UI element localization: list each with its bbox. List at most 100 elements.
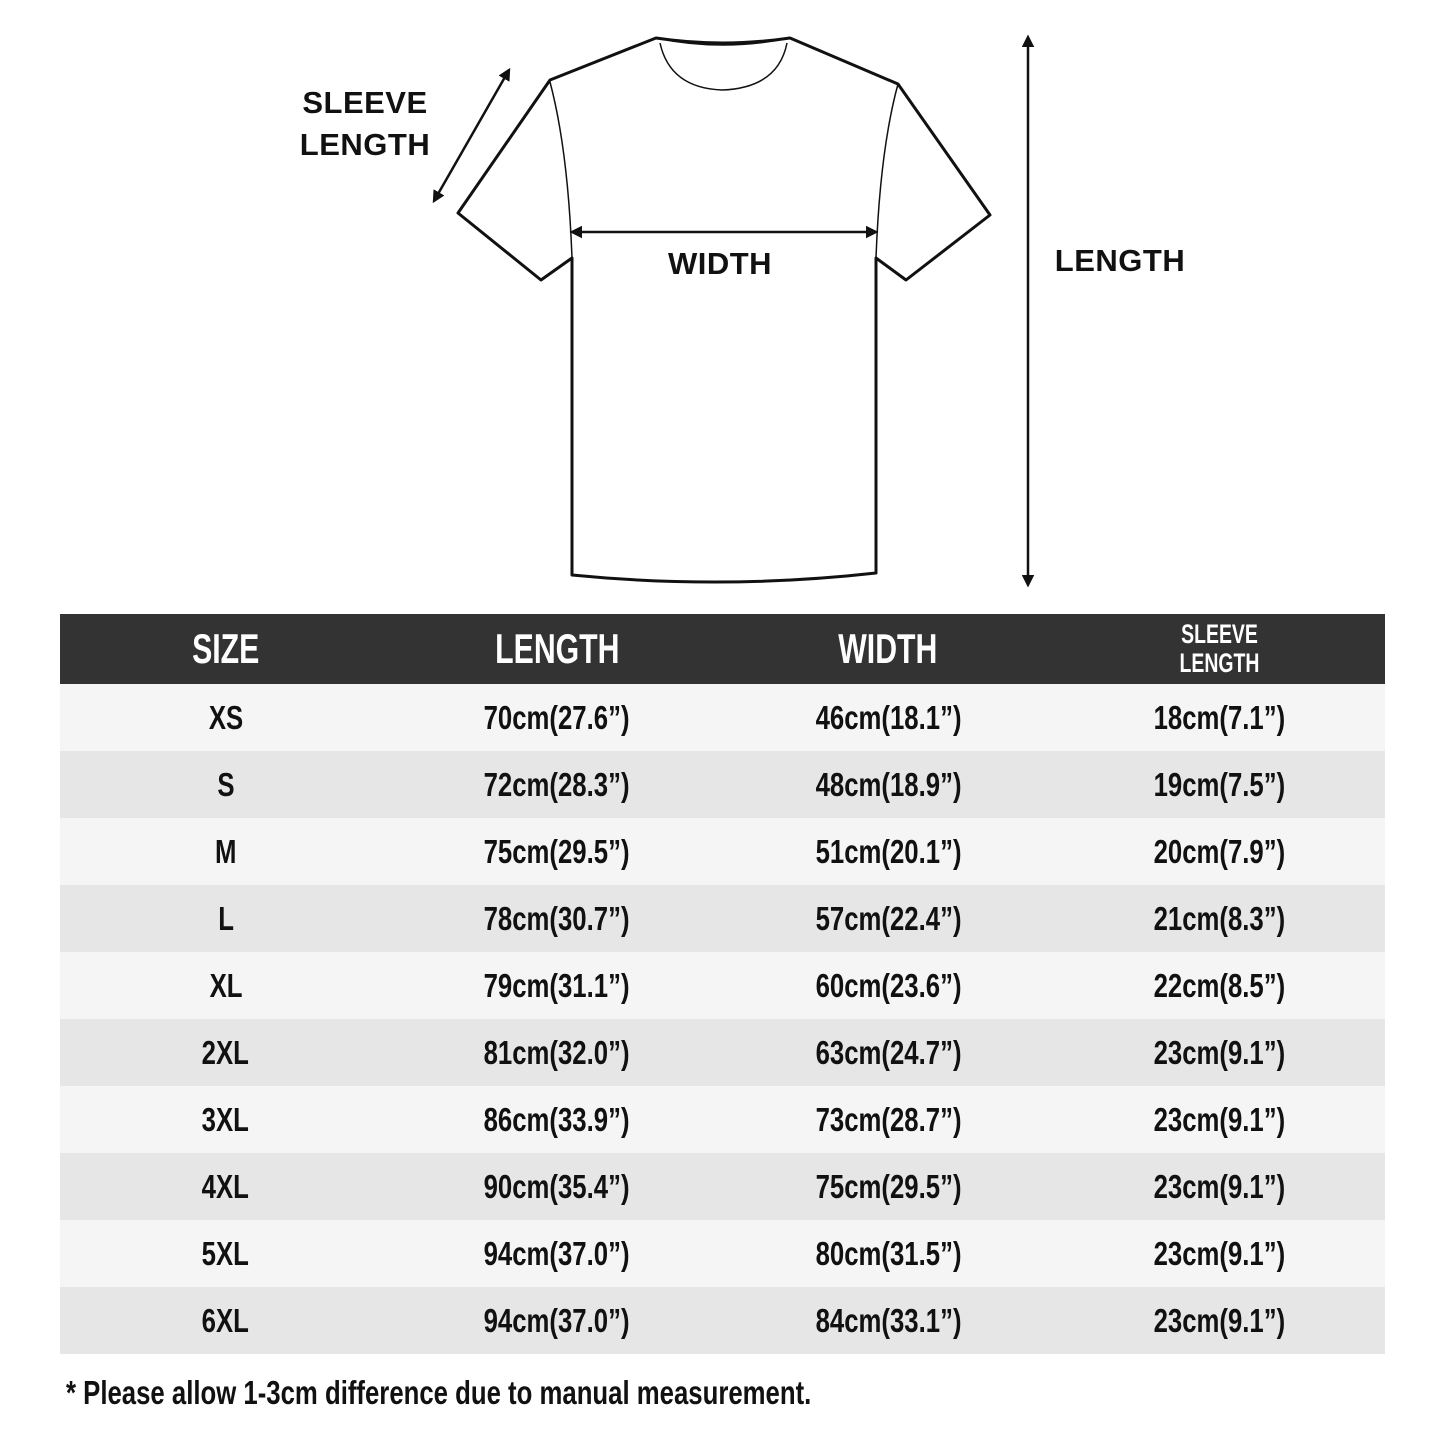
sleeve-length-cell: 23cm(9.1”)	[1054, 1034, 1385, 1072]
cell-text: 75cm(29.5”)	[815, 1167, 962, 1205]
table-row: 5XL 94cm(37.0”) 80cm(31.5”) 23cm(9.1”)	[60, 1220, 1385, 1287]
cell-text: 72cm(28.3”)	[483, 765, 630, 803]
cell-text: 21cm(8.3”)	[1153, 899, 1286, 937]
sleeve-length-cell: 20cm(7.9”)	[1054, 833, 1385, 871]
cell-text: 60cm(23.6”)	[815, 966, 962, 1004]
size-cell: 3XL	[60, 1101, 391, 1139]
width-cell: 80cm(31.5”)	[723, 1235, 1054, 1273]
header-text: SIZE	[192, 625, 260, 672]
cell-text: 46cm(18.1”)	[815, 698, 962, 736]
header-text: SLEEVE LENGTH	[1179, 620, 1259, 678]
sleeve-arrow	[432, 67, 511, 204]
measurement-note: * Please allow 1-3cm difference due to m…	[66, 1374, 812, 1411]
cell-text: 73cm(28.7”)	[815, 1100, 962, 1138]
cell-text: XL	[209, 966, 243, 1004]
cell-text: 23cm(9.1”)	[1153, 1234, 1286, 1272]
cell-text: 5XL	[202, 1234, 250, 1272]
header-sleeve-line1: SLEEVE	[1181, 619, 1258, 649]
size-cell: 5XL	[60, 1235, 391, 1273]
width-cell: 84cm(33.1”)	[723, 1302, 1054, 1340]
width-label: WIDTH	[667, 246, 773, 281]
length-cell: 75cm(29.5”)	[391, 833, 722, 871]
cell-text: 23cm(9.1”)	[1153, 1167, 1286, 1205]
length-cell: 72cm(28.3”)	[391, 766, 722, 804]
cell-text: 81cm(32.0”)	[483, 1033, 630, 1071]
sleeve-length-label: SLEEVE LENGTH	[295, 82, 435, 166]
cell-text: 23cm(9.1”)	[1153, 1033, 1286, 1071]
sleeve-length-cell: 19cm(7.5”)	[1054, 766, 1385, 804]
length-cell: 81cm(32.0”)	[391, 1034, 722, 1072]
sleeve-length-cell: 21cm(8.3”)	[1054, 900, 1385, 938]
size-cell: L	[60, 900, 391, 938]
tshirt-diagram: SLEEVE LENGTH WIDTH LENGTH	[0, 0, 1445, 600]
table-row: L 78cm(30.7”) 57cm(22.4”) 21cm(8.3”)	[60, 885, 1385, 952]
header-text: WIDTH	[838, 625, 938, 672]
cell-text: 4XL	[202, 1167, 250, 1205]
width-cell: 46cm(18.1”)	[723, 699, 1054, 737]
width-cell: 63cm(24.7”)	[723, 1034, 1054, 1072]
cell-text: 94cm(37.0”)	[483, 1234, 630, 1272]
size-cell: M	[60, 833, 391, 871]
width-cell: 60cm(23.6”)	[723, 967, 1054, 1005]
sleeve-length-cell: 22cm(8.5”)	[1054, 967, 1385, 1005]
table-header: SIZE LENGTH WIDTH SLEEVE LENGTH	[60, 614, 1385, 684]
tshirt-outline-icon	[432, 34, 1035, 588]
cell-text: 3XL	[202, 1100, 250, 1138]
cell-text: 94cm(37.0”)	[483, 1301, 630, 1339]
cell-text: 63cm(24.7”)	[815, 1033, 962, 1071]
cell-text: 23cm(9.1”)	[1153, 1301, 1286, 1339]
sleeve-length-cell: 23cm(9.1”)	[1054, 1101, 1385, 1139]
header-sleeve-line2: LENGTH	[1179, 648, 1260, 678]
cell-text: 84cm(33.1”)	[815, 1301, 962, 1339]
table-row: XS 70cm(27.6”) 46cm(18.1”) 18cm(7.1”)	[60, 684, 1385, 751]
table-row: 4XL 90cm(35.4”) 75cm(29.5”) 23cm(9.1”)	[60, 1153, 1385, 1220]
width-cell: 51cm(20.1”)	[723, 833, 1054, 871]
length-label: LENGTH	[1054, 243, 1186, 278]
table-row: 2XL 81cm(32.0”) 63cm(24.7”) 23cm(9.1”)	[60, 1019, 1385, 1086]
cell-text: L	[217, 899, 234, 937]
width-cell: 48cm(18.9”)	[723, 766, 1054, 804]
cell-text: XS	[208, 698, 243, 736]
header-width: WIDTH	[723, 625, 1054, 673]
table-row: XL 79cm(31.1”) 60cm(23.6”) 22cm(8.5”)	[60, 952, 1385, 1019]
size-cell: 6XL	[60, 1302, 391, 1340]
cell-text: 90cm(35.4”)	[483, 1167, 630, 1205]
header-length: LENGTH	[391, 625, 722, 673]
length-cell: 78cm(30.7”)	[391, 900, 722, 938]
cell-text: 6XL	[202, 1301, 250, 1339]
header-text: LENGTH	[494, 625, 620, 672]
width-cell: 57cm(22.4”)	[723, 900, 1054, 938]
cell-text: 23cm(9.1”)	[1153, 1100, 1286, 1138]
cell-text: 22cm(8.5”)	[1153, 966, 1286, 1004]
cell-text: 75cm(29.5”)	[483, 832, 630, 870]
cell-text: 20cm(7.9”)	[1153, 832, 1286, 870]
cell-text: 79cm(31.1”)	[483, 966, 630, 1004]
length-cell: 79cm(31.1”)	[391, 967, 722, 1005]
cell-text: S	[217, 765, 235, 803]
cell-text: 70cm(27.6”)	[483, 698, 630, 736]
table-row: 6XL 94cm(37.0”) 84cm(33.1”) 23cm(9.1”)	[60, 1287, 1385, 1354]
width-cell: 75cm(29.5”)	[723, 1168, 1054, 1206]
sleeve-label-line2: LENGTH	[299, 127, 431, 162]
length-cell: 70cm(27.6”)	[391, 699, 722, 737]
cell-text: 57cm(22.4”)	[815, 899, 962, 937]
size-cell: XS	[60, 699, 391, 737]
sleeve-length-cell: 18cm(7.1”)	[1054, 699, 1385, 737]
cell-text: 2XL	[202, 1033, 250, 1071]
cell-text: 80cm(31.5”)	[815, 1234, 962, 1272]
size-table: SIZE LENGTH WIDTH SLEEVE LENGTH XS 70cm(27…	[60, 614, 1385, 1354]
shirt-body	[456, 36, 992, 584]
cell-text: 51cm(20.1”)	[815, 832, 962, 870]
header-sleeve-length: SLEEVE LENGTH	[1054, 620, 1385, 678]
sleeve-length-cell: 23cm(9.1”)	[1054, 1168, 1385, 1206]
cell-text: 78cm(30.7”)	[483, 899, 630, 937]
cell-text: 48cm(18.9”)	[815, 765, 962, 803]
header-size: SIZE	[60, 625, 391, 673]
cell-text: 19cm(7.5”)	[1153, 765, 1286, 803]
length-cell: 94cm(37.0”)	[391, 1235, 722, 1273]
size-cell: S	[60, 766, 391, 804]
length-cell: 94cm(37.0”)	[391, 1302, 722, 1340]
sleeve-length-cell: 23cm(9.1”)	[1054, 1302, 1385, 1340]
size-cell: 4XL	[60, 1168, 391, 1206]
length-cell: 86cm(33.9”)	[391, 1101, 722, 1139]
